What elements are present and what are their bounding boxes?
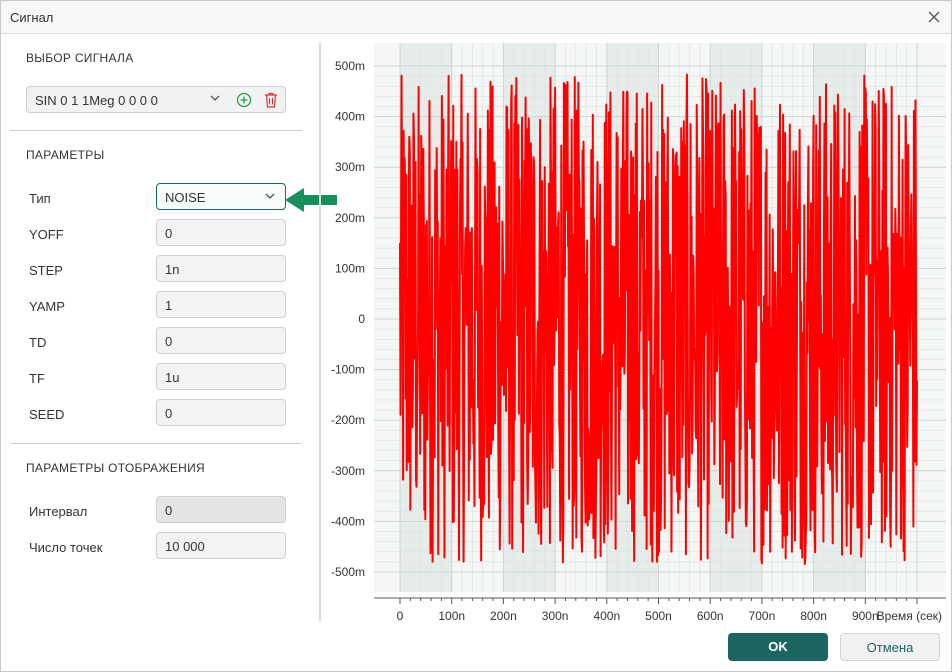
tf-field[interactable]: 1u: [156, 363, 286, 390]
y-tick-label: -200m: [331, 413, 365, 427]
seed-value: 0: [165, 406, 173, 421]
x-tick-label: 200n: [490, 609, 517, 623]
step-value: 1n: [165, 262, 180, 277]
x-tick-label: 300n: [542, 609, 569, 623]
param-label-step: STEP: [29, 263, 63, 278]
signal-chart: 500m 400m 300m 200m 100m 0 -100m -200m -300m -400…: [331, 43, 946, 623]
y-tick-label: -500m: [331, 565, 365, 579]
y-tick-label: 100m: [335, 261, 365, 275]
td-value: 0: [165, 334, 173, 349]
type-select-value: NOISE: [165, 190, 206, 205]
cancel-button[interactable]: Отмена: [840, 633, 940, 661]
signal-select-value: SIN 0 1 1Meg 0 0 0 0: [35, 93, 158, 108]
chevron-down-icon[interactable]: [265, 193, 275, 200]
y-tick-label: 400m: [335, 110, 365, 124]
left-arrow-icon: [285, 188, 337, 212]
y-tick-label: 200m: [335, 211, 365, 225]
x-tick-label: 100n: [438, 609, 465, 623]
param-label-seed: SEED: [29, 407, 65, 422]
tf-value: 1u: [165, 370, 180, 385]
param-label-type: Тип: [29, 191, 51, 206]
param-label-yoff: YOFF: [29, 227, 64, 242]
y-tick-label: -300m: [331, 464, 365, 478]
x-tick-label: 900n: [852, 609, 879, 623]
chevron-down-icon[interactable]: [210, 95, 220, 102]
ok-button[interactable]: OK: [728, 633, 828, 661]
interval-value: 0: [165, 503, 173, 518]
interval-field[interactable]: 0: [156, 496, 286, 523]
panel-splitter[interactable]: [319, 43, 321, 621]
signal-select[interactable]: SIN 0 1 1Meg 0 0 0 0: [26, 86, 286, 113]
yoff-value: 0: [165, 226, 173, 241]
param-label-td: TD: [29, 335, 47, 350]
display-label-points: Число точек: [29, 540, 103, 555]
x-tick-label: 600n: [697, 609, 724, 623]
param-label-yamp: YAMP: [29, 299, 65, 314]
y-tick-label: -400m: [331, 514, 365, 528]
title-bar: Сигнал: [1, 1, 951, 34]
seed-field[interactable]: 0: [156, 399, 286, 426]
params-section-title: ПАРАМЕТРЫ: [26, 148, 105, 162]
param-label-tf: TF: [29, 371, 45, 386]
display-section-title: ПАРАМЕТРЫ ОТОБРАЖЕНИЯ: [26, 461, 206, 475]
x-tick-label: 400n: [593, 609, 620, 623]
points-field[interactable]: 10 000: [156, 532, 286, 559]
signal-section-title: ВЫБОР СИГНАЛА: [26, 51, 134, 65]
divider: [10, 130, 302, 131]
noise-trace: [399, 73, 918, 566]
x-tick-label: 700n: [749, 609, 776, 623]
settings-panel: ВЫБОР СИГНАЛА SIN 0 1 1Meg 0 0 0 0 ПАРАМ…: [1, 35, 319, 625]
yoff-field[interactable]: 0: [156, 219, 286, 246]
window-title: Сигнал: [10, 10, 54, 25]
add-circle-icon[interactable]: [236, 92, 252, 108]
trash-icon[interactable]: [264, 92, 278, 108]
td-field[interactable]: 0: [156, 327, 286, 354]
y-tick-label: 0: [358, 312, 365, 326]
y-tick-label: 500m: [335, 59, 365, 73]
x-tick-label: 800n: [800, 609, 827, 623]
y-tick-label: -100m: [331, 363, 365, 377]
y-tick-label: 300m: [335, 160, 365, 174]
type-select[interactable]: NOISE: [156, 183, 286, 210]
x-tick-label: 0: [397, 609, 404, 623]
display-label-interval: Интервал: [29, 504, 88, 519]
step-field[interactable]: 1n: [156, 255, 286, 282]
yamp-value: 1: [165, 298, 173, 313]
x-tick-label: 500n: [645, 609, 672, 623]
close-icon[interactable]: [926, 9, 942, 25]
x-axis-label: Время (сек): [877, 609, 942, 623]
yamp-field[interactable]: 1: [156, 291, 286, 318]
divider: [10, 443, 302, 444]
points-value: 10 000: [165, 539, 205, 554]
